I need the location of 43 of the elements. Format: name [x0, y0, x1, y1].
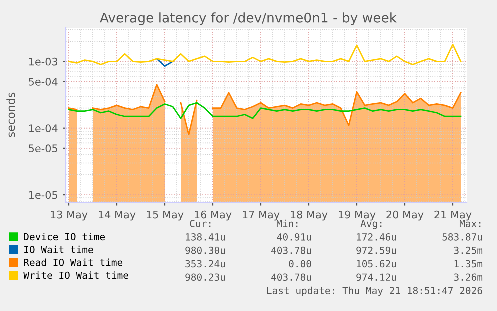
line-series [68, 102, 462, 120]
text: Last update: Thu May 21 18:51:47 2026 [267, 286, 482, 296]
text: Max: [460, 220, 481, 228]
line-series [68, 44, 462, 66]
text: 40.91u [277, 233, 312, 241]
legend-label: Read IO Wait time [24, 258, 123, 266]
text: 353.24u [186, 260, 226, 268]
y-tick-label: 5e-05 [29, 144, 58, 153]
x-tick-label: 17 May [243, 210, 280, 221]
x-tick-label: 13 May [51, 210, 88, 221]
text: 403.78u [272, 274, 312, 282]
text: Min: [276, 220, 298, 228]
x-tick-label: 18 May [291, 210, 328, 221]
text: 3.25m [454, 246, 483, 254]
text: Cur: [190, 220, 211, 228]
x-tick-label: 16 May [195, 210, 232, 221]
text: 974.12u [356, 274, 396, 282]
x-tick-label: 20 May [386, 210, 424, 221]
text: Avg: [360, 220, 382, 230]
legend-label: IO Wait time [24, 246, 94, 254]
text: 3.26m [454, 274, 483, 282]
y-tick-label: 5e-04 [29, 78, 58, 86]
y-tick-label: 1e-03 [29, 58, 58, 66]
x-tick-label: 19 May [339, 210, 376, 221]
y-tick-label: 1e-04 [29, 124, 58, 132]
text: 105.62u [357, 260, 396, 268]
legend-label: Write IO Wait time [24, 272, 128, 280]
text: 403.78u [272, 246, 312, 254]
text: 1.35m [454, 260, 483, 268]
text: 980.30u [186, 246, 226, 254]
text: 0.00 [289, 260, 312, 268]
legend-label: Device IO time [24, 233, 105, 241]
y-axis-title: seconds [6, 92, 16, 138]
text: 583.87u [442, 233, 482, 241]
x-tick-label: 15 May [147, 210, 184, 221]
text: 972.59u [356, 246, 396, 254]
x-tick-label: 21 May [434, 210, 472, 221]
text: 172.46u [357, 233, 396, 241]
text: 138.41u [186, 233, 226, 241]
chart-title: Average latency for /dev/nvme0n1 - by week [100, 12, 397, 26]
text: 980.23u [186, 274, 226, 282]
y-tick-label: 1e-05 [29, 191, 58, 200]
x-tick-label: 14 May [99, 210, 136, 221]
